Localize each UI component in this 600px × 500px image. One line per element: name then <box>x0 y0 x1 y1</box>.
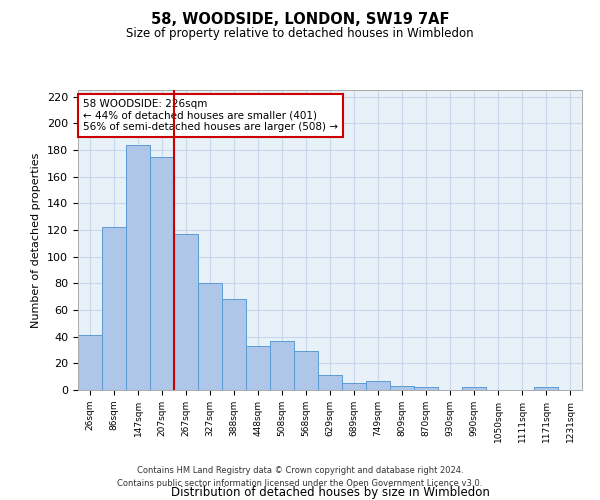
Bar <box>150 156 174 390</box>
Text: 58 WOODSIDE: 226sqm
← 44% of detached houses are smaller (401)
56% of semi-detac: 58 WOODSIDE: 226sqm ← 44% of detached ho… <box>83 99 338 132</box>
Bar <box>366 380 390 390</box>
Bar <box>270 340 294 390</box>
Bar <box>390 386 414 390</box>
X-axis label: Distribution of detached houses by size in Wimbledon: Distribution of detached houses by size … <box>170 486 490 500</box>
Y-axis label: Number of detached properties: Number of detached properties <box>31 152 41 328</box>
Bar <box>102 228 126 390</box>
Bar <box>78 336 102 390</box>
Bar <box>222 300 246 390</box>
Bar <box>462 388 486 390</box>
Bar <box>294 352 318 390</box>
Bar <box>534 388 558 390</box>
Text: Size of property relative to detached houses in Wimbledon: Size of property relative to detached ho… <box>126 28 474 40</box>
Bar <box>198 284 222 390</box>
Bar <box>126 144 150 390</box>
Bar <box>318 376 342 390</box>
Bar <box>414 388 438 390</box>
Bar <box>342 384 366 390</box>
Bar <box>246 346 270 390</box>
Text: 58, WOODSIDE, LONDON, SW19 7AF: 58, WOODSIDE, LONDON, SW19 7AF <box>151 12 449 28</box>
Text: Contains HM Land Registry data © Crown copyright and database right 2024.
Contai: Contains HM Land Registry data © Crown c… <box>118 466 482 487</box>
Bar <box>174 234 198 390</box>
